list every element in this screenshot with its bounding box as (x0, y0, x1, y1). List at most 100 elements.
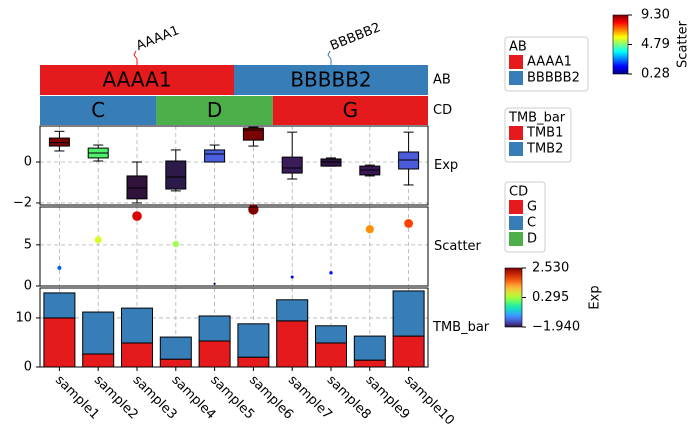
colorbar-tick-label: 2.530 (532, 261, 569, 276)
top-label: BBBBB2 (328, 20, 383, 54)
box (204, 149, 226, 163)
panel-frame (39, 287, 429, 368)
y-tick-label: 0 (24, 279, 32, 294)
legend-label: G (527, 200, 537, 215)
legend-title: CD (509, 185, 528, 200)
box (48, 137, 70, 147)
legend-swatch (509, 142, 523, 156)
colorbar-tick-label: 0.28 (641, 67, 670, 82)
colorbar (504, 267, 523, 328)
annotation-block (156, 96, 273, 125)
bar (198, 315, 231, 342)
legend-swatch (509, 232, 523, 246)
bar (276, 320, 309, 368)
bar (121, 307, 153, 344)
scatter-point (172, 240, 180, 248)
row-label: TMB_bar (432, 320, 490, 335)
colorbar (612, 14, 629, 75)
box (281, 156, 303, 174)
scatter-point (365, 225, 374, 234)
legend-label: TMB2 (526, 142, 563, 157)
bar (353, 359, 386, 368)
x-tick-label: sample10 (401, 373, 457, 429)
y-tick-label: 0 (24, 155, 32, 170)
annotation-label: AAAA1 (102, 68, 171, 92)
annotation-label: G (343, 98, 359, 122)
legend-title: TMB_bar (508, 111, 566, 126)
bar (159, 336, 192, 360)
legend-swatch (509, 71, 523, 85)
scatter-point (290, 275, 294, 279)
bar (353, 335, 386, 361)
row-label: CD (433, 103, 452, 118)
legend-label: D (527, 232, 537, 247)
colorbar-tick-label: 9.30 (641, 8, 670, 23)
box (242, 127, 264, 141)
legend-label: BBBBB2 (527, 71, 580, 86)
legend-label: C (527, 216, 536, 231)
legend-label: TMB1 (526, 126, 563, 141)
legend-swatch (509, 200, 523, 214)
bar (121, 342, 153, 368)
bar (159, 358, 192, 368)
bar (237, 356, 270, 368)
y-tick-label: 5 (24, 237, 32, 252)
y-tick-label: −2 (13, 195, 32, 210)
box (398, 151, 420, 170)
label-connector (327, 50, 332, 65)
colorbar-title: Exp (588, 285, 603, 309)
bar (315, 342, 347, 368)
legend-swatch (509, 55, 523, 69)
bar (43, 317, 76, 368)
label-connector (133, 50, 138, 65)
bar (276, 299, 309, 322)
row-label: AB (433, 73, 451, 88)
bar (43, 292, 76, 319)
annotation-label: D (207, 98, 222, 122)
y-tick-label: 0 (24, 360, 32, 375)
bar (315, 325, 347, 344)
bar (82, 311, 115, 355)
scatter-point (329, 271, 333, 275)
bar (82, 353, 115, 368)
scatter-point (132, 211, 142, 221)
colorbar-tick-label: 4.79 (641, 37, 670, 52)
colorbar-title: Scatter (676, 20, 691, 68)
annotation-label: C (91, 98, 105, 122)
bar (392, 335, 425, 368)
annotation-block (234, 65, 428, 95)
annotation-block (40, 96, 157, 125)
panel-frame (39, 206, 429, 287)
annotation-block (272, 96, 428, 125)
legend-label: AAAA1 (527, 55, 572, 70)
legend-title: AB (509, 40, 527, 55)
box (126, 175, 148, 200)
scatter-point (94, 236, 102, 244)
legend-frame (504, 36, 589, 92)
legend-swatch (509, 126, 523, 140)
box (320, 158, 342, 167)
box (165, 160, 187, 190)
bar (392, 290, 425, 337)
scatter-point (404, 219, 414, 228)
bar (198, 340, 231, 368)
annotation-label: BBBBB2 (290, 68, 371, 92)
panel-frame (39, 125, 429, 206)
box (359, 165, 381, 176)
row-label: Scatter (434, 239, 482, 254)
colorbar-tick-label: −1.940 (532, 320, 580, 335)
row-label: Exp (434, 158, 458, 173)
top-label: AAAA1 (134, 23, 181, 54)
colorbar-tick-label: 0.295 (532, 290, 569, 305)
annotation-block (40, 65, 234, 95)
scatter-point (213, 282, 216, 285)
scatter-point (248, 204, 259, 215)
bar (237, 323, 270, 358)
legend-swatch (509, 216, 523, 230)
y-tick-label: 10 (15, 310, 32, 325)
scatter-point (57, 265, 62, 270)
